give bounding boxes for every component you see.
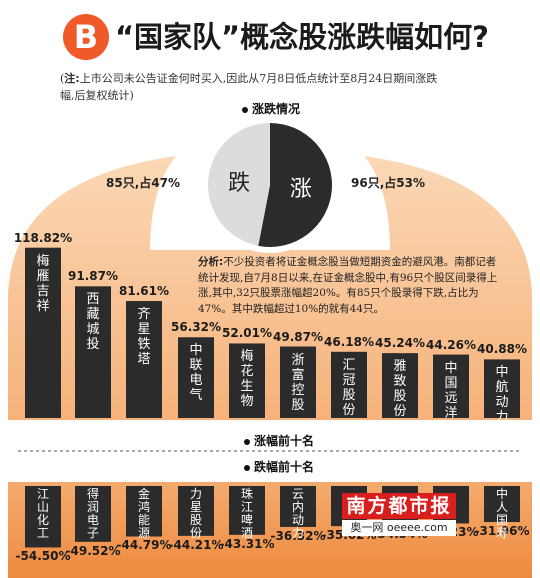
rising-bar	[280, 346, 316, 418]
rising-bar-name: 浙富控股	[291, 352, 305, 413]
falling-bar-name: 珠江啤酒	[240, 487, 253, 540]
down-section-label: 跌幅前十名	[254, 460, 315, 474]
falling-bar-name: 金鸿能源	[137, 487, 150, 540]
rising-bar	[126, 301, 162, 418]
falling-bar	[229, 486, 265, 535]
rising-bar-name: 中联电气	[189, 343, 203, 404]
rising-bar	[25, 247, 61, 418]
rising-bar-value: 40.88%	[477, 342, 527, 357]
rising-bar-name: 中航动力	[495, 365, 509, 426]
falling-bar-value: -44.79%	[116, 538, 172, 553]
rising-bar	[382, 353, 418, 418]
analysis-label: 分析:	[198, 256, 224, 268]
bullet-icon	[244, 464, 250, 471]
falling-bar	[280, 486, 316, 527]
rising-bar-value: 44.26%	[426, 337, 476, 352]
pie-section-title: 涨跌情况	[242, 100, 300, 117]
analysis-body: 不少投资者将证金概念股当做短期资金的避风港。南都记者统计发现,自7月8日以来,在…	[198, 256, 498, 315]
falling-bar	[484, 486, 520, 523]
falling-bar-name: 中人国寿	[495, 487, 508, 540]
rising-bar	[331, 351, 367, 418]
falling-bar-value: -44.21%	[168, 537, 224, 552]
rising-bar	[178, 337, 214, 418]
bullet-icon	[244, 438, 250, 445]
rising-bar	[229, 343, 265, 418]
rising-bar-name: 梅雁吉祥	[36, 253, 50, 314]
down-section-title: 跌幅前十名	[244, 458, 314, 475]
footnote: (注:上市公司未公告证金何时买入,因此从7月8日低点统计至8月24日期间涨跌幅,…	[60, 70, 450, 104]
pie-slice-down	[207, 123, 270, 246]
pie-slice-up	[258, 123, 332, 247]
footnote-open-paren: (	[60, 72, 65, 85]
falling-bar	[126, 486, 162, 537]
falling-bar-name: 得润电子	[86, 487, 99, 540]
falling-bar	[25, 486, 61, 548]
falling-bar-value: -49.52%	[65, 543, 121, 558]
rising-bar	[75, 286, 111, 418]
footnote-text: 上市公司未公告证金何时买入,因此从7月8日低点统计至8月24日期间涨跌幅,后复权…	[60, 72, 438, 102]
down-caption: 85只,占47%	[106, 176, 180, 190]
falling-bar-name: 云内动力	[291, 487, 304, 540]
bullet-icon	[242, 106, 248, 113]
pie-chart: 涨跌	[202, 117, 338, 253]
rising-bar-name: 雅致股份	[393, 359, 407, 420]
rising-bar-value: 118.82%	[13, 230, 73, 245]
falling-bar-value: -54.50%	[15, 549, 71, 564]
pie-section-label: 涨跌情况	[252, 102, 301, 116]
footnote-label: 注:	[64, 72, 80, 85]
falling-bar-value: -43.31%	[219, 536, 275, 551]
rising-bar	[433, 354, 469, 418]
page-title: “国家队”概念股涨跌幅如何?	[115, 20, 489, 54]
site-watermark: 奥一网 oeeee.com	[342, 520, 456, 536]
rising-bar-name: 汇冠股份	[342, 357, 356, 418]
falling-bar-value: -31.96%	[474, 524, 530, 539]
pie-slice-down-label: 跌	[228, 171, 250, 196]
up-caption: 96只,占53%	[351, 176, 425, 190]
falling-bar	[178, 486, 214, 536]
rising-bar-name: 梅花生物	[240, 349, 254, 410]
rising-bar-value: 56.32%	[171, 320, 221, 335]
up-section-title: 涨幅前十名	[244, 432, 314, 449]
rising-bar-name: 西藏城投	[86, 292, 100, 353]
up-section-label: 涨幅前十名	[254, 434, 315, 448]
falling-bar-value: -36.32%	[270, 528, 326, 543]
rising-bar-name: 齐星铁塔	[137, 307, 151, 368]
rising-bar-value: 91.87%	[68, 269, 118, 284]
rising-bar-value: 81.61%	[119, 284, 169, 299]
falling-bar	[75, 486, 111, 542]
rising-bar	[484, 359, 520, 418]
rising-bar-value: 46.18%	[324, 334, 374, 349]
falling-bar-name: 江山化工	[36, 487, 49, 540]
pie-slice-up-label: 涨	[290, 177, 312, 202]
falling-bar-name: 力星股份	[189, 487, 202, 540]
rising-bars	[25, 247, 520, 418]
analysis-text: 分析:不少投资者将证金概念股当做短期资金的避风港。南都记者统计发现,自7月8日以…	[198, 255, 498, 317]
brand-logo: 南方都市报	[342, 493, 456, 519]
rising-bar-value: 49.87%	[273, 329, 323, 344]
rising-bar-value: 45.24%	[375, 336, 425, 351]
rising-bar-name: 中国远洋	[444, 360, 458, 421]
rising-bar-value: 52.01%	[222, 326, 272, 341]
section-badge: B	[63, 14, 109, 60]
